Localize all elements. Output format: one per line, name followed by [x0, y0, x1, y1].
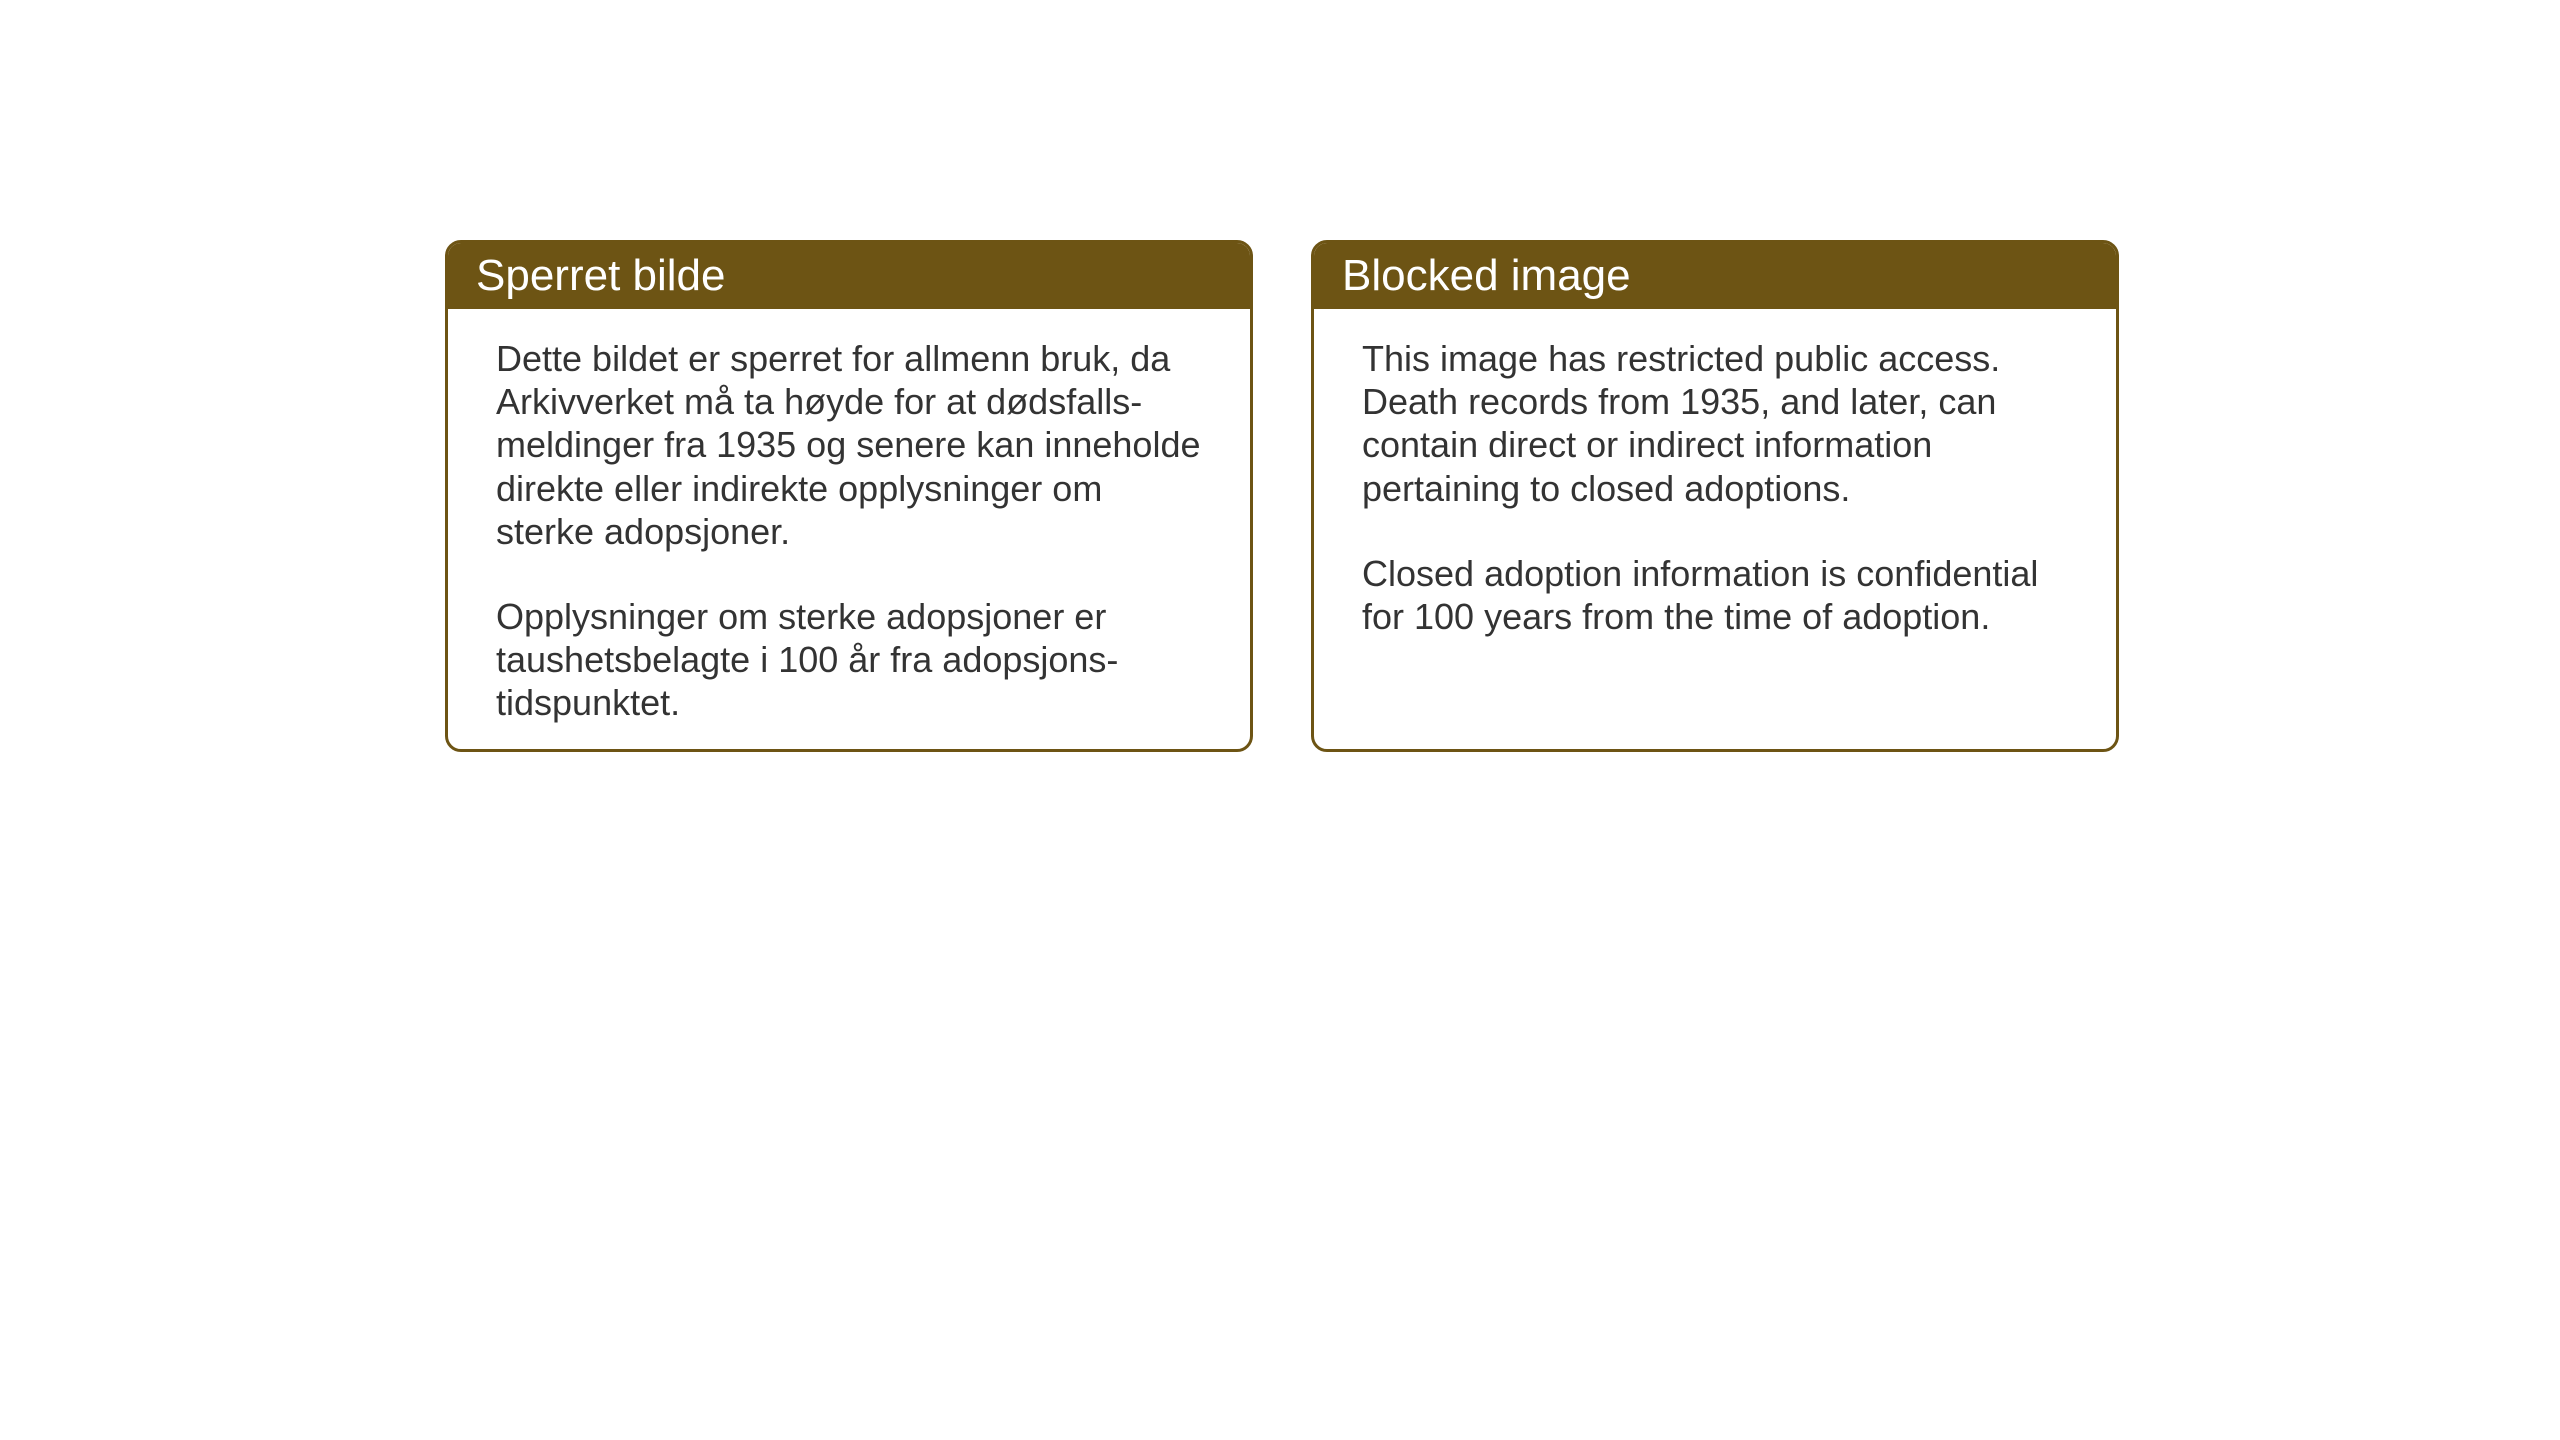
norwegian-paragraph-2: Opplysninger om sterke adopsjoner er tau…: [496, 595, 1202, 725]
norwegian-notice-card: Sperret bilde Dette bildet er sperret fo…: [445, 240, 1253, 752]
norwegian-notice-title: Sperret bilde: [448, 243, 1250, 309]
english-paragraph-1: This image has restricted public access.…: [1362, 337, 2068, 510]
norwegian-notice-body: Dette bildet er sperret for allmenn bruk…: [448, 309, 1250, 752]
english-notice-title: Blocked image: [1314, 243, 2116, 309]
english-notice-body: This image has restricted public access.…: [1314, 309, 2116, 682]
english-notice-card: Blocked image This image has restricted …: [1311, 240, 2119, 752]
notice-container: Sperret bilde Dette bildet er sperret fo…: [445, 240, 2119, 752]
english-paragraph-2: Closed adoption information is confident…: [1362, 552, 2068, 638]
norwegian-paragraph-1: Dette bildet er sperret for allmenn bruk…: [496, 337, 1202, 553]
